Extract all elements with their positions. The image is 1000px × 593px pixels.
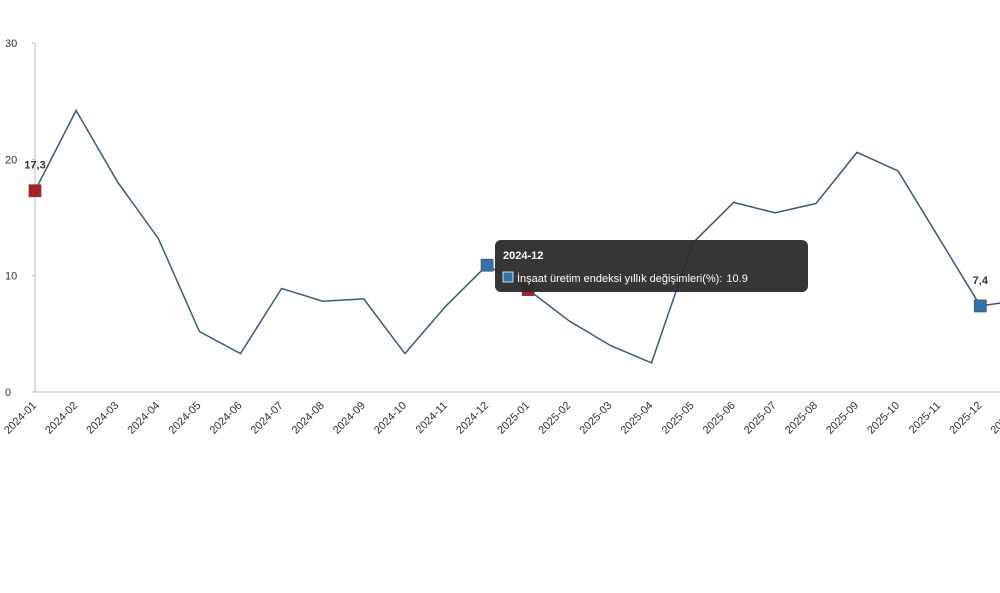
- x-tick-label: 2024-07: [249, 400, 286, 437]
- x-tick-label: 2025-01: [495, 400, 532, 437]
- y-tick-label: 0: [5, 387, 11, 399]
- tooltip-label: İnşaat üretim endeksi yıllık değişimleri…: [517, 272, 722, 285]
- x-tick-label: 2025-06: [701, 400, 738, 437]
- x-tick-label: 2025-09: [824, 400, 861, 437]
- x-tick-label: 2025-07: [742, 400, 779, 437]
- x-tick-label: 2025-05: [660, 400, 697, 437]
- x-tick-label: 2024-08: [290, 400, 327, 437]
- x-tick-label: 2025-11: [907, 400, 943, 436]
- marker: [973, 299, 987, 313]
- x-tick-label: 2026-01: [988, 400, 1000, 437]
- x-tick-label: 2024-02: [43, 400, 80, 437]
- data-label: 7,4: [973, 275, 989, 287]
- x-tick-label: 2024-04: [125, 400, 162, 437]
- tooltip: 2024-12 İnşaat üretim endeksi yıllık deği…: [495, 240, 808, 292]
- marker: [480, 258, 494, 272]
- y-tick-label: 20: [5, 154, 17, 166]
- x-tick-label: 2025-08: [783, 400, 820, 437]
- line: [34, 108, 1000, 364]
- x-tick-label: 2024-09: [331, 400, 368, 437]
- x-tick-label: 2025-03: [577, 400, 614, 437]
- x-tick-label: 2025-02: [536, 400, 573, 437]
- tooltip-value: 10.9: [726, 273, 747, 285]
- tooltip-swatch: [502, 271, 514, 283]
- tooltip-title: 2024-12: [503, 250, 543, 262]
- x-tick-label: 2024-06: [208, 400, 245, 437]
- marker: [28, 184, 42, 198]
- x-tick-label: 2024-03: [84, 400, 121, 437]
- x-tick-label: 2025-04: [619, 400, 656, 437]
- y-tick-label: 30: [5, 38, 17, 50]
- x-tick-label: 2024-12: [454, 400, 491, 437]
- x-tick-label: 2024-11: [414, 400, 450, 436]
- x-tick-label: 2024-01: [2, 400, 39, 437]
- x-tick-label: 2024-05: [166, 400, 203, 437]
- y-tick-label: 10: [5, 271, 17, 283]
- tooltip-text: İnşaat üretim endeksi yıllık değişimleri…: [517, 272, 748, 285]
- x-tick-label: 2025-12: [947, 400, 984, 437]
- x-tick-label: 2025-10: [865, 400, 902, 437]
- tooltip-box: [495, 240, 808, 292]
- data-label: 17,3: [24, 160, 45, 172]
- x-tick-label: 2024-10: [372, 400, 409, 437]
